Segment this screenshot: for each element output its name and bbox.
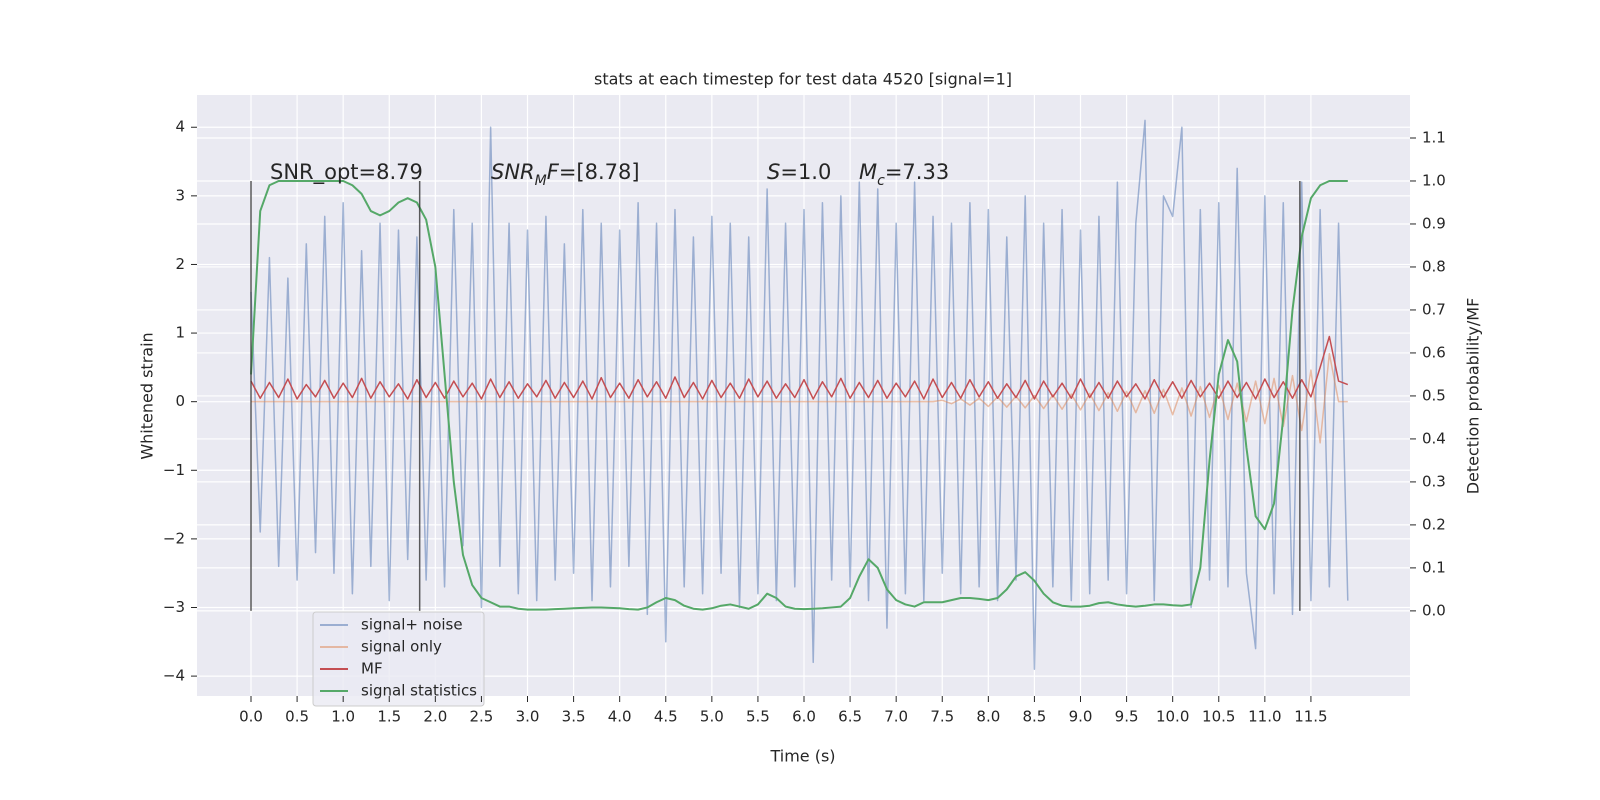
- x-tick-label: 7.5: [930, 708, 954, 726]
- x-tick-label: 9.0: [1069, 708, 1093, 726]
- y-tick-label: 2: [175, 255, 185, 273]
- chart-title: stats at each timestep for test data 452…: [594, 70, 1012, 89]
- y2-tick-label: 0.3: [1422, 472, 1446, 490]
- x-tick-label: 1.5: [377, 708, 401, 726]
- x-tick-label: 10.5: [1202, 708, 1235, 726]
- y2-tick-label: 0.0: [1422, 601, 1446, 619]
- marks: [250, 119, 1349, 670]
- y2-tick-label: 0.6: [1422, 343, 1446, 361]
- y-tick-label: 3: [175, 186, 185, 204]
- x-tick-label: 1.0: [331, 708, 355, 726]
- annotation-part: S: [767, 160, 780, 184]
- x-tick-label: 5.0: [700, 708, 724, 726]
- x-axis-label: Time (s): [769, 747, 835, 766]
- annotation-part: =1.0: [780, 160, 831, 184]
- y2-tick-label: 0.5: [1422, 386, 1446, 404]
- x-tick-label: 4.5: [654, 708, 678, 726]
- x-tick-label: 7.0: [884, 708, 908, 726]
- annotation-part: M: [535, 173, 547, 189]
- y2-tick-label: 0.4: [1422, 429, 1446, 447]
- annotation: Mc=7.33: [859, 160, 949, 189]
- y2-axis-label: Detection probability/MF: [1464, 298, 1483, 495]
- y-tick-label: −4: [163, 667, 185, 685]
- annotation-part: SNR_opt=8.79: [270, 160, 423, 185]
- y-tick-label: 0: [175, 392, 185, 410]
- annotation: SNR_opt=8.79: [270, 160, 423, 185]
- annotation-part: =7.33: [885, 160, 949, 184]
- x-tick-label: 0.5: [285, 708, 309, 726]
- legend-label: signal only: [361, 638, 442, 656]
- annotation: S=1.0: [767, 160, 831, 184]
- series-line: [250, 179, 1348, 611]
- x-tick-label: 11.5: [1294, 708, 1327, 726]
- annotation-part: =[8.78]: [559, 160, 640, 184]
- y2-tick-label: 1.0: [1422, 171, 1446, 189]
- x-tick-label: 11.0: [1248, 708, 1281, 726]
- y-tick-label: −1: [163, 461, 185, 479]
- x-tick-label: 8.0: [976, 708, 1000, 726]
- x-tick-label: 6.5: [838, 708, 862, 726]
- legend: signal+ noise signal only MF signal statist…: [312, 611, 485, 707]
- x-tick-label: 10.0: [1156, 708, 1189, 726]
- y-tick-label: −3: [163, 598, 185, 616]
- y2-tick-label: 0.1: [1422, 558, 1446, 576]
- annotation-part: SNR: [491, 160, 535, 184]
- legend-label: MF: [361, 660, 383, 678]
- legend-label: signal+ noise: [361, 616, 463, 634]
- x-tick-label: 4.0: [608, 708, 632, 726]
- x-tick-label: 9.5: [1115, 708, 1139, 726]
- y-axis-label: Whitened strain: [138, 332, 157, 459]
- annotation: SNRMF=[8.78]: [491, 160, 640, 189]
- legend-label: signal statistics: [361, 682, 477, 700]
- x-tick-label: 2.0: [423, 708, 447, 726]
- x-tick-label: 3.5: [562, 708, 586, 726]
- y-tick-label: −2: [163, 529, 185, 547]
- annotation-part: F: [547, 160, 560, 184]
- y2-tick-label: 0.8: [1422, 257, 1446, 275]
- series-line: [250, 335, 1349, 400]
- x-tick-label: 5.5: [746, 708, 770, 726]
- x-tick-label: 3.0: [516, 708, 540, 726]
- x-tick-label: 0.0: [239, 708, 263, 726]
- y2-tick-label: 0.9: [1422, 214, 1446, 232]
- annotation-part: M: [859, 160, 877, 184]
- series-line: [250, 119, 1349, 670]
- y-tick-label: 1: [175, 324, 185, 342]
- y2-tick-label: 0.7: [1422, 300, 1446, 318]
- legend-box: [312, 611, 485, 707]
- y-tick-label: 4: [175, 118, 185, 136]
- annotation-part: c: [877, 173, 885, 189]
- x-tick-label: 6.0: [792, 708, 816, 726]
- x-tick-label: 8.5: [1022, 708, 1046, 726]
- y2-tick-label: 0.2: [1422, 515, 1446, 533]
- y2-tick-label: 1.1: [1422, 128, 1446, 146]
- x-tick-label: 2.5: [469, 708, 493, 726]
